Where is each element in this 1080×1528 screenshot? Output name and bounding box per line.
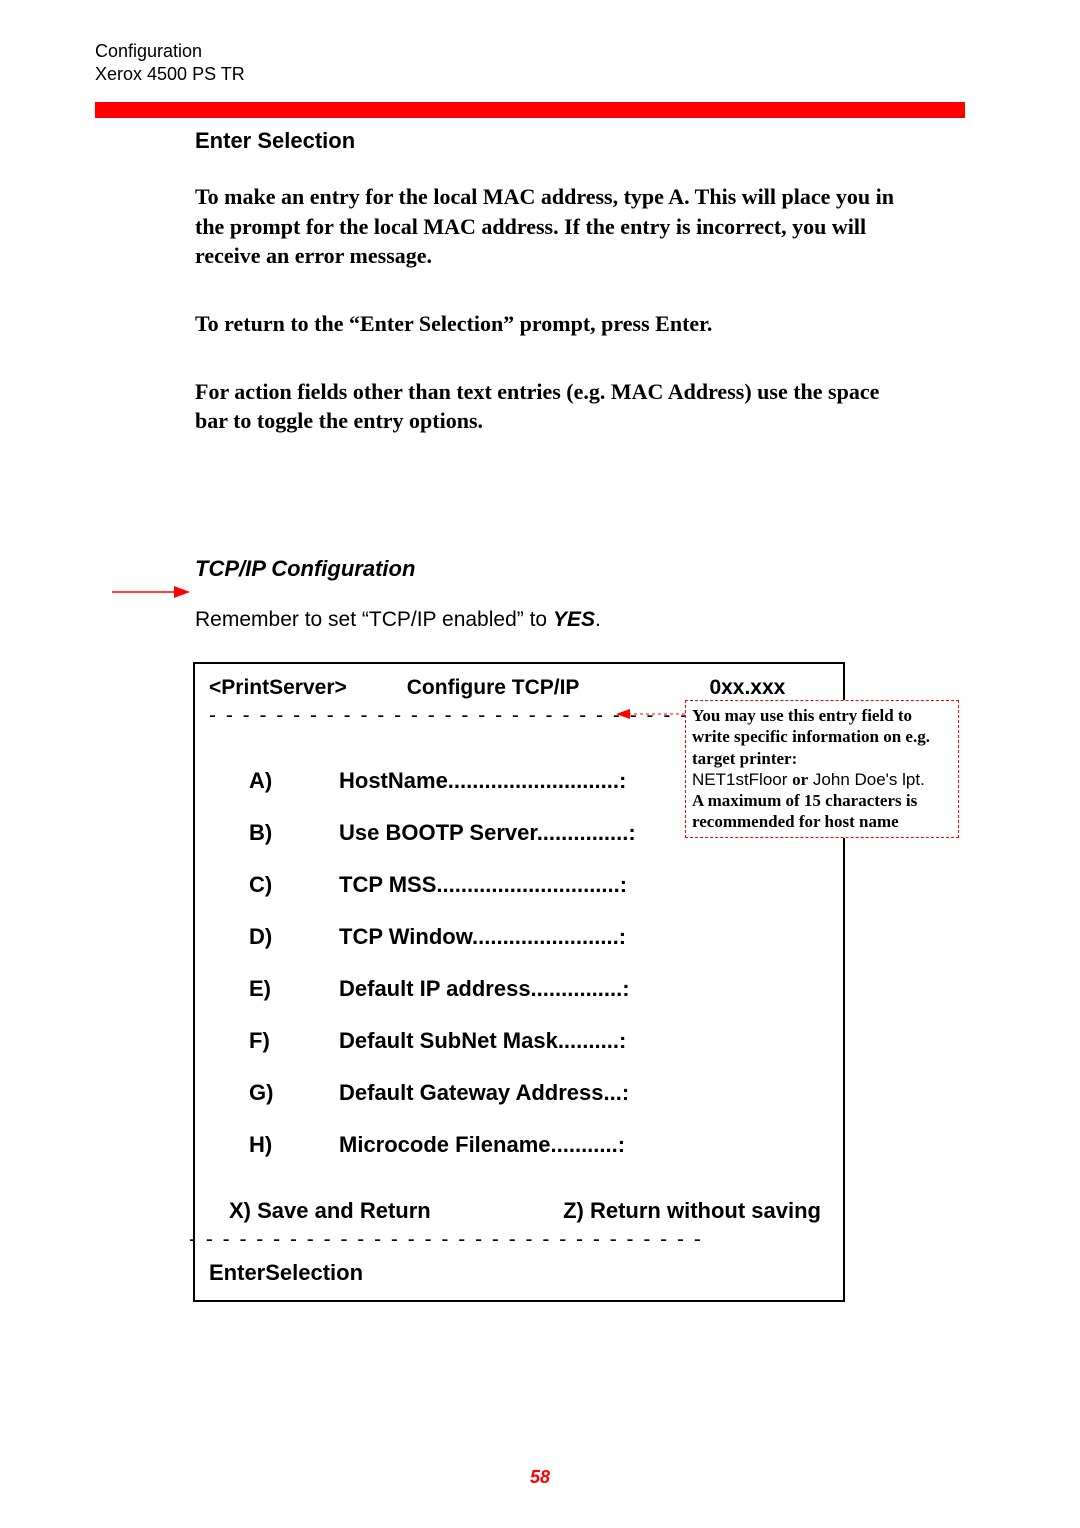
arrow-left-icon — [616, 706, 688, 722]
page-header: Configuration Xerox 4500 PS TR — [95, 40, 245, 87]
terminal-option-c[interactable]: C) TCP MSS..............................… — [249, 872, 829, 898]
callout-example-1: NET1stFloor — [692, 770, 792, 789]
reminder-pre: Remember to set “TCP/IP enabled” to — [195, 608, 553, 631]
terminal-enter-selection: EnterSelection — [209, 1260, 829, 1286]
option-label: Microcode Filename...........: — [339, 1132, 625, 1158]
enter-selection-heading: Enter Selection — [195, 128, 915, 154]
terminal-actions: X) Save and Return Z) Return without sav… — [229, 1198, 821, 1224]
page-number: 58 — [0, 1467, 1080, 1488]
terminal-option-g[interactable]: G) Default Gateway Address...: — [249, 1080, 829, 1106]
option-label: Default Gateway Address...: — [339, 1080, 629, 1106]
terminal-version: 0xx.xxx — [709, 676, 785, 700]
option-letter: G) — [249, 1080, 339, 1106]
callout-or: or — [792, 770, 808, 789]
terminal-title: Configure TCP/IP — [407, 676, 580, 700]
paragraph-1: To make an entry for the local MAC addre… — [195, 182, 915, 271]
header-line-2: Xerox 4500 PS TR — [95, 63, 245, 86]
reminder-yes: YES — [553, 608, 595, 631]
callout-line-3: target printer: — [692, 749, 797, 768]
option-label: Use BOOTP Server...............: — [339, 820, 636, 846]
tcpip-reminder: Remember to set “TCP/IP enabled” to YES. — [195, 608, 915, 632]
return-without-saving[interactable]: Z) Return without saving — [563, 1198, 821, 1224]
terminal-option-h[interactable]: H) Microcode Filename...........: — [249, 1132, 829, 1158]
option-letter: B) — [249, 820, 339, 846]
callout-line-5: A maximum of 15 characters is — [692, 791, 917, 810]
tcpip-config-heading: TCP/IP Configuration — [195, 556, 915, 582]
callout-line-1: You may use this entry field to — [692, 706, 912, 725]
option-letter: A) — [249, 768, 339, 794]
callout-example-2: John Doe's lpt. — [808, 770, 925, 789]
option-letter: E) — [249, 976, 339, 1002]
reminder-post: . — [595, 608, 601, 631]
paragraph-2: To return to the “Enter Selection” promp… — [195, 309, 915, 339]
arrow-right-icon — [112, 580, 190, 604]
option-letter: F) — [249, 1028, 339, 1054]
callout-line-2: write specific information on e.g. — [692, 727, 930, 746]
terminal-option-d[interactable]: D) TCP Window........................: — [249, 924, 829, 950]
callout-line-6: recommended for host name — [692, 812, 899, 831]
option-label: Default SubNet Mask..........: — [339, 1028, 626, 1054]
save-and-return[interactable]: X) Save and Return — [229, 1198, 431, 1224]
paragraph-3: For action fields other than text entrie… — [195, 377, 915, 436]
terminal-printserver: <PrintServer> — [209, 676, 347, 700]
option-label: HostName............................: — [339, 768, 626, 794]
page: Configuration Xerox 4500 PS TR Enter Sel… — [0, 0, 1080, 1528]
option-label: TCP MSS..............................: — [339, 872, 627, 898]
option-letter: C) — [249, 872, 339, 898]
terminal-option-f[interactable]: F) Default SubNet Mask..........: — [249, 1028, 829, 1054]
terminal-header: <PrintServer> Configure TCP/IP 0xx.xxx — [209, 676, 829, 700]
option-label: TCP Window........................: — [339, 924, 626, 950]
option-letter: D) — [249, 924, 339, 950]
terminal-option-e[interactable]: E) Default IP address...............: — [249, 976, 829, 1002]
option-letter: H) — [249, 1132, 339, 1158]
terminal-divider-bottom: - - - - - - - - - - - - - - - - - - - - … — [189, 1228, 869, 1252]
option-label: Default IP address...............: — [339, 976, 630, 1002]
header-line-1: Configuration — [95, 40, 245, 63]
red-separator-bar — [95, 102, 965, 118]
hostname-callout: You may use this entry field to write sp… — [685, 700, 959, 838]
